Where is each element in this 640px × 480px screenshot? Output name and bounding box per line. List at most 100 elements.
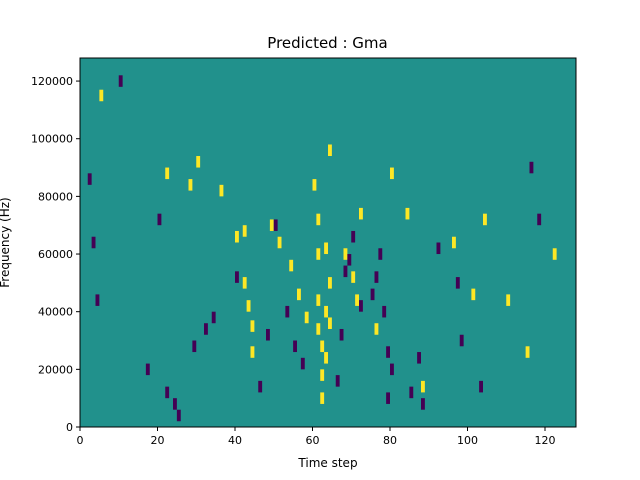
heatmap-cell-low [417, 352, 421, 364]
heatmap-cell-high [219, 184, 224, 197]
y-tick-label: 100000 [31, 133, 73, 146]
y-tick-label: 20000 [38, 363, 73, 376]
heatmap-cell-low [537, 213, 542, 226]
x-axis-ticks: 0 20 40 60 80 100 120 [77, 427, 556, 447]
y-tick-label: 80000 [38, 190, 73, 203]
x-tick-label: 60 [306, 434, 320, 447]
heatmap-cell-high [343, 248, 348, 260]
heatmap-cell-low [390, 363, 394, 376]
y-tick-label: 40000 [38, 306, 73, 319]
heatmap-cell-high [316, 294, 321, 306]
heatmap-cell-low [386, 392, 390, 404]
heatmap-cell-low [235, 271, 239, 283]
x-tick-label: 100 [457, 434, 478, 447]
heatmap-cell-low [359, 300, 363, 312]
heatmap-cell-high [242, 277, 247, 289]
heatmap-cell-high [235, 230, 239, 243]
heatmap-cell-low [145, 363, 150, 376]
heatmap-cell-low [409, 386, 414, 399]
heatmap-cell-high [390, 167, 394, 180]
heatmap-cell-high [405, 207, 410, 220]
x-tick-label: 80 [383, 434, 397, 447]
heatmap-cell-low [118, 75, 123, 87]
heatmap-cell-low [459, 334, 464, 347]
heatmap-cell-low [95, 294, 100, 306]
heatmap-cell-high [250, 346, 255, 358]
heatmap-cell-high [250, 320, 255, 332]
heatmap-cell-low [382, 305, 387, 318]
heatmap-cell-low [529, 161, 534, 174]
heatmap-cell-low [157, 213, 162, 226]
heatmap-cell-high [99, 89, 104, 102]
heatmap-cell-high [483, 213, 487, 226]
heatmap-cell-low [421, 398, 425, 410]
heatmap-cell-low [335, 375, 340, 387]
heatmap-cell-low [273, 219, 278, 231]
heatmap-cell-low [479, 380, 483, 393]
heatmap-cell-low [300, 357, 305, 370]
x-axis-label: Time step [297, 456, 357, 470]
heatmap-cell-high [552, 248, 557, 260]
heatmap-cell-low [436, 242, 441, 255]
heatmap-cell-high [421, 380, 425, 393]
heatmap-cell-high [304, 311, 309, 324]
heatmap-cell-low [347, 254, 352, 266]
y-tick-label: 60000 [38, 248, 73, 261]
heatmap-cell-low [293, 340, 297, 353]
heatmap-cell-low [87, 173, 92, 185]
heatmap-cell-low [386, 346, 390, 358]
heatmap-cell-low [211, 311, 216, 324]
heatmap-cell-high [246, 300, 251, 312]
heatmap-cell-high [328, 277, 332, 289]
plot-frame [79, 57, 577, 428]
y-axis-ticks: 0 20000 40000 60000 80000 100000 120000 [31, 75, 80, 434]
heatmap-cell-high [506, 294, 511, 306]
heatmap-cell-high [316, 213, 321, 226]
heatmap-cell-low [176, 409, 181, 422]
heatmap-cell-high [277, 236, 282, 249]
heatmap-cell-high [328, 144, 332, 157]
heatmap-cell-high [374, 323, 379, 335]
chart-title: Predicted : Gma [267, 34, 387, 52]
heatmap-cell-low [378, 248, 383, 260]
heatmap-cell-high [289, 259, 294, 272]
y-tick-label: 0 [66, 421, 73, 434]
x-tick-label: 40 [228, 434, 242, 447]
heatmap-cell-high [269, 219, 274, 231]
heatmap-cell-high [297, 288, 301, 301]
heatmap-cell-high [196, 156, 201, 168]
heatmap-cell-low [91, 236, 96, 249]
heatmap-cell-low [339, 328, 344, 341]
heatmap-cell-high [320, 369, 325, 381]
heatmap-cell-high [525, 346, 530, 358]
heatmap-cell-high [471, 288, 476, 301]
heatmap-cell-high [188, 179, 193, 191]
heatmap-cell-low [351, 230, 356, 243]
heatmap-cell-high [351, 271, 356, 283]
x-tick-label: 120 [535, 434, 556, 447]
heatmap-cell-high [324, 305, 328, 318]
heatmap-cell-high [355, 294, 359, 306]
heatmap-cell-high [312, 179, 317, 191]
heatmap-cell-low [455, 277, 460, 289]
y-axis-label: Frequency (Hz) [0, 197, 12, 288]
heatmap-cell-low [370, 288, 375, 301]
heatmap-cell-high [316, 323, 321, 335]
y-tick-label: 120000 [31, 75, 73, 88]
heatmap-cell-low [204, 323, 208, 335]
heatmap-cell-high [320, 340, 325, 353]
heatmap-cell-high [324, 242, 328, 255]
heatmap-cell-high [316, 248, 321, 260]
heatmap-cell-low [173, 398, 177, 410]
heatmap-cell-high [359, 207, 363, 220]
heatmap-cell-low [374, 271, 379, 283]
heatmap-cell-low [165, 386, 170, 399]
heatmap-cell-low [266, 328, 270, 341]
heatmap-cell-low [343, 265, 348, 278]
x-tick-label: 0 [77, 434, 84, 447]
heatmap-cell-high [242, 225, 247, 237]
heatmap-cell-high [320, 392, 325, 404]
heatmap-cells [87, 75, 557, 422]
heatmap-cell-low [192, 340, 197, 353]
